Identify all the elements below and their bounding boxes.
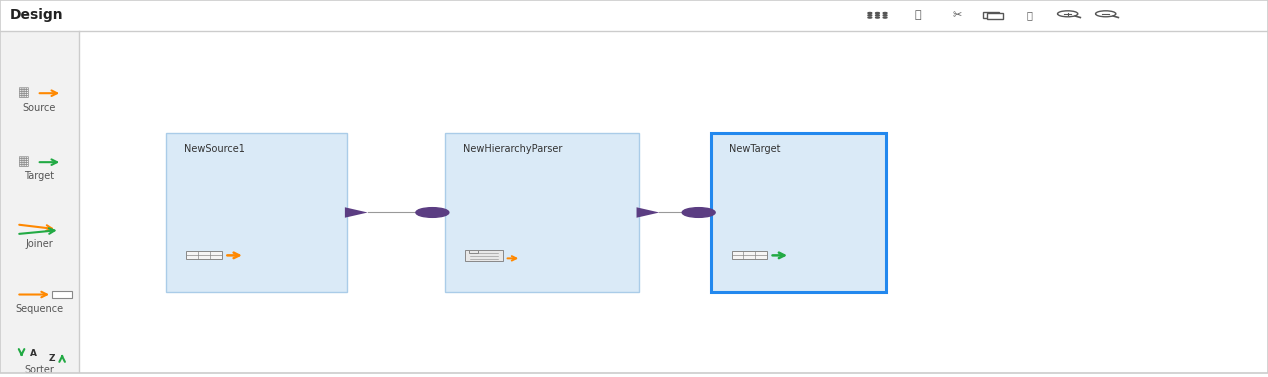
FancyBboxPatch shape [166,133,347,292]
Circle shape [875,17,880,18]
Circle shape [883,17,888,18]
Circle shape [682,208,715,218]
Circle shape [867,15,872,16]
Text: Joiner: Joiner [25,239,53,248]
Polygon shape [637,207,659,218]
FancyBboxPatch shape [0,31,79,373]
FancyBboxPatch shape [987,14,1003,19]
FancyBboxPatch shape [186,251,222,259]
FancyBboxPatch shape [465,250,503,261]
Text: Sorter: Sorter [24,365,55,375]
FancyBboxPatch shape [469,250,478,253]
Text: Design: Design [10,8,63,22]
Polygon shape [689,209,705,216]
Text: ▦: ▦ [18,87,30,100]
FancyBboxPatch shape [52,291,72,298]
Text: NewSource1: NewSource1 [184,144,245,153]
Text: ✂: ✂ [952,10,962,20]
Circle shape [867,17,872,18]
Circle shape [867,12,872,14]
Circle shape [875,12,880,14]
Circle shape [875,15,880,16]
Circle shape [883,15,888,16]
Text: Target: Target [24,172,55,181]
FancyBboxPatch shape [0,0,1268,31]
Circle shape [883,12,888,14]
FancyBboxPatch shape [445,133,639,292]
Circle shape [416,208,449,218]
Text: Z: Z [48,354,56,363]
Text: NewHierarchyParser: NewHierarchyParser [463,144,562,153]
Text: 🗑: 🗑 [914,10,922,20]
Text: Source: Source [23,103,56,112]
FancyBboxPatch shape [711,133,886,292]
FancyBboxPatch shape [732,251,767,259]
Text: NewTarget: NewTarget [729,144,781,153]
Text: ▦: ▦ [18,156,30,169]
Polygon shape [345,207,368,218]
Polygon shape [422,209,439,216]
Text: 📋: 📋 [1027,10,1032,20]
Text: Sequence: Sequence [15,304,63,314]
Text: A: A [29,349,37,358]
